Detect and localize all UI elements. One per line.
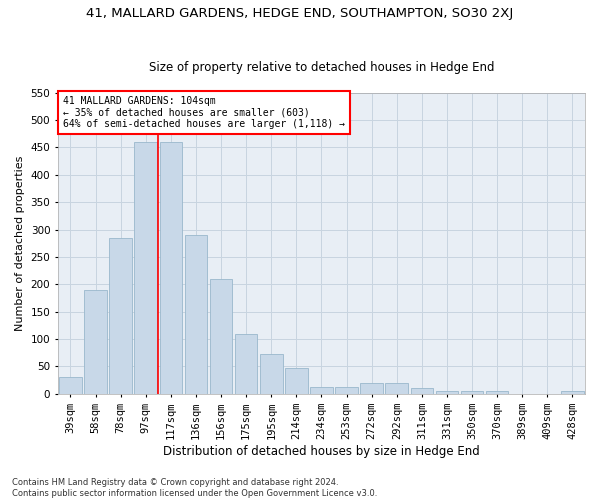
Bar — [461, 391, 484, 394]
Text: Contains HM Land Registry data © Crown copyright and database right 2024.
Contai: Contains HM Land Registry data © Crown c… — [12, 478, 377, 498]
Bar — [361, 383, 383, 394]
Bar — [210, 279, 232, 394]
Title: Size of property relative to detached houses in Hedge End: Size of property relative to detached ho… — [149, 60, 494, 74]
Y-axis label: Number of detached properties: Number of detached properties — [15, 156, 25, 331]
Bar — [285, 368, 308, 394]
Bar — [436, 390, 458, 394]
Bar — [185, 235, 207, 394]
Bar — [335, 386, 358, 394]
Bar — [561, 391, 584, 394]
Bar — [160, 142, 182, 394]
Text: 41 MALLARD GARDENS: 104sqm
← 35% of detached houses are smaller (603)
64% of sem: 41 MALLARD GARDENS: 104sqm ← 35% of deta… — [63, 96, 345, 129]
Bar — [310, 386, 333, 394]
Bar — [410, 388, 433, 394]
Bar — [235, 334, 257, 394]
Bar — [486, 391, 508, 394]
Bar — [59, 378, 82, 394]
Bar — [385, 383, 408, 394]
Text: 41, MALLARD GARDENS, HEDGE END, SOUTHAMPTON, SO30 2XJ: 41, MALLARD GARDENS, HEDGE END, SOUTHAMP… — [86, 8, 514, 20]
Bar — [84, 290, 107, 394]
Bar — [260, 354, 283, 394]
X-axis label: Distribution of detached houses by size in Hedge End: Distribution of detached houses by size … — [163, 444, 480, 458]
Bar — [134, 142, 157, 394]
Bar — [109, 238, 132, 394]
